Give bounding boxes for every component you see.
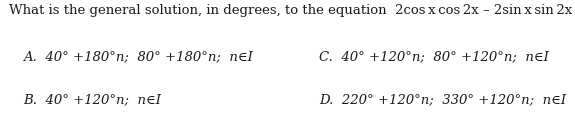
Text: A.  40° +180°n;  80° +180°n;  n∈I: A. 40° +180°n; 80° +180°n; n∈I [23, 50, 253, 63]
Text: D.  220° +120°n;  330° +120°n;  n∈I: D. 220° +120°n; 330° +120°n; n∈I [319, 94, 566, 107]
Text: What is the general solution, in degrees, to the equation  2cos x cos 2x – 2sin : What is the general solution, in degrees… [9, 4, 575, 17]
Text: C.  40° +120°n;  80° +120°n;  n∈I: C. 40° +120°n; 80° +120°n; n∈I [319, 50, 549, 63]
Text: B.  40° +120°n;  n∈I: B. 40° +120°n; n∈I [23, 94, 161, 107]
